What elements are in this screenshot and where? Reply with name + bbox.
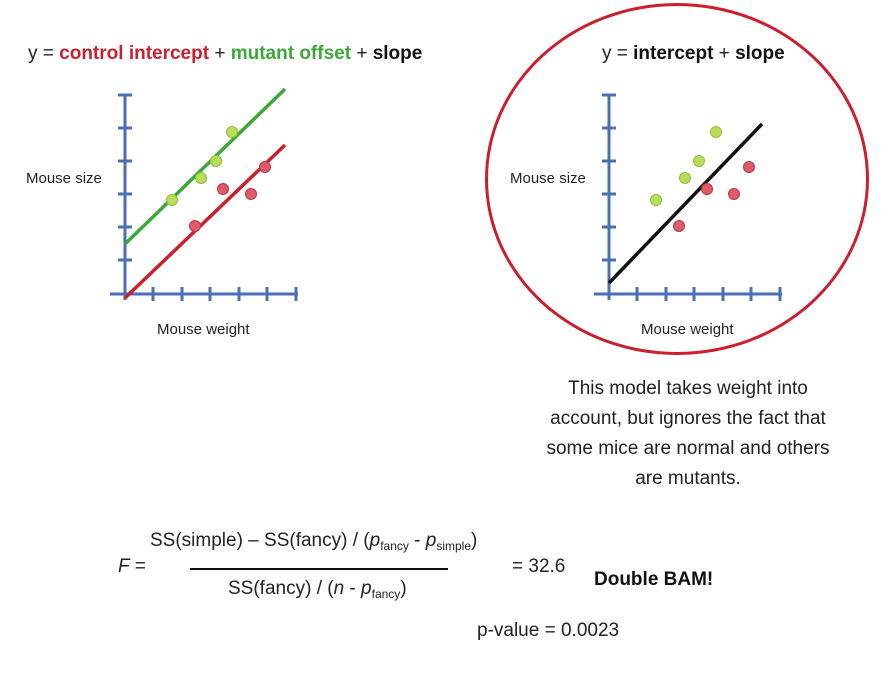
mutant-point — [226, 126, 238, 138]
control-fit-line — [123, 143, 287, 300]
minus-sign: - — [344, 578, 362, 599]
f-statistic-label: F = — [118, 556, 146, 577]
mutant-offset-term: mutant offset — [230, 43, 352, 64]
minus-sign: - — [408, 530, 426, 551]
control-point — [245, 188, 257, 200]
right-equation: y = intercept + slope — [602, 43, 785, 65]
formula-numerator: SS(simple) – SS(fancy) / (pfancy - psimp… — [150, 530, 477, 553]
mutant-fit-line — [123, 87, 287, 246]
fraction-bar — [190, 568, 448, 570]
close-paren: ) — [400, 578, 407, 599]
control-intercept-term: control intercept — [59, 43, 210, 64]
numerator-text: SS(simple) – SS(fancy) / ( — [150, 530, 370, 551]
denominator-text: SS(fancy) / ( — [228, 578, 334, 599]
left-y-axis — [118, 93, 132, 300]
left-x-axis — [110, 287, 298, 301]
mutant-points — [166, 126, 238, 206]
n-symbol: n — [333, 578, 345, 599]
plus-sign: + — [351, 43, 373, 64]
mutant-point — [195, 172, 207, 184]
formula-denominator: SS(fancy) / (n - pfancy) — [228, 578, 407, 601]
left-x-axis-label: Mouse weight — [157, 321, 250, 338]
intercept-term: intercept — [633, 43, 714, 64]
model-caption: This model takes weight into account, bu… — [546, 378, 830, 489]
p-symbol: p — [361, 578, 372, 599]
mutant-point — [210, 155, 222, 167]
eq-prefix: y = — [28, 43, 60, 64]
slope-term: slope — [372, 43, 423, 64]
p-symbol: p — [369, 530, 381, 551]
highlight-circle — [485, 3, 869, 355]
right-x-axis-label: Mouse weight — [641, 321, 734, 338]
control-point — [259, 161, 271, 173]
p-value: p-value = 0.0023 — [477, 620, 620, 641]
subscript-fancy: fancy — [371, 587, 401, 601]
slope-term: slope — [735, 43, 785, 64]
close-paren: ) — [471, 530, 478, 551]
subscript-fancy: fancy — [380, 539, 409, 553]
p-symbol: p — [425, 530, 437, 551]
plus-sign: + — [713, 43, 736, 64]
f-value: = 32.6 — [512, 556, 566, 577]
double-bam: Double BAM! — [594, 569, 714, 590]
plus-sign: + — [209, 43, 231, 64]
control-point — [189, 220, 201, 232]
left-y-axis-label: Mouse size — [26, 170, 102, 187]
left-equation: y = control intercept + mutant offset + … — [28, 43, 422, 65]
control-point — [217, 183, 229, 195]
mutant-point — [166, 194, 178, 206]
eq-prefix: y = — [602, 43, 634, 64]
right-y-axis-label: Mouse size — [510, 170, 586, 187]
control-points — [189, 161, 271, 232]
subscript-simple: simple — [436, 539, 472, 553]
